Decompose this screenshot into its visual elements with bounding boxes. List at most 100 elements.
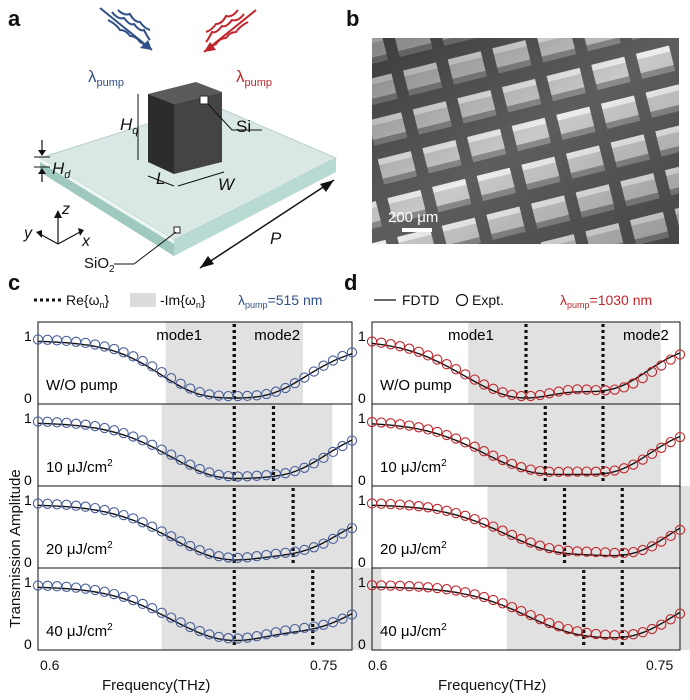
expt-point [488, 594, 499, 606]
expt-point [637, 372, 648, 384]
sio2-label: SiO2 [84, 255, 115, 275]
expt-point [299, 544, 310, 556]
expt-point [166, 612, 177, 623]
expt-point [61, 417, 72, 428]
expt-point [404, 420, 415, 431]
expt-point [156, 367, 167, 378]
expt-point [385, 580, 396, 591]
expt-point [497, 387, 508, 398]
expt-point [289, 465, 301, 477]
y-tick-1: 1 [358, 492, 366, 508]
y-tick-1: 1 [24, 328, 32, 344]
expt-point [185, 459, 196, 470]
expt-point [128, 431, 139, 442]
expt-point [506, 458, 518, 470]
expt-point [628, 459, 639, 470]
expt-point [460, 510, 471, 521]
expt-point [108, 425, 120, 436]
expt-point [89, 584, 101, 596]
expt-point [280, 382, 291, 394]
expt-point [194, 463, 205, 475]
row-label: 20 μJ/cm2 [46, 540, 113, 558]
y-tick-1: 1 [358, 328, 366, 344]
expt-point [665, 530, 676, 542]
expt-point [441, 505, 452, 516]
expt-point [656, 442, 667, 453]
expt-point [70, 500, 82, 511]
expt-point [51, 417, 63, 428]
mode2-band [545, 568, 690, 650]
red-pump-wave-icon [203, 9, 257, 53]
expt-point [80, 501, 91, 512]
expt-point [185, 383, 196, 394]
expt-point [185, 621, 196, 633]
hd-label: Hd [52, 159, 71, 181]
legend-re-label: Re{ωn} [66, 292, 110, 310]
expt-point [441, 584, 452, 595]
y-tick-0: 0 [358, 636, 366, 652]
expt-point [42, 580, 53, 591]
x-tick-d-0: 0.6 [368, 657, 388, 673]
expt-point [516, 462, 527, 473]
expt-point [488, 521, 499, 532]
expt-point [175, 454, 186, 466]
expt-point [108, 588, 120, 600]
expt-point [51, 335, 63, 346]
expt-point [194, 625, 205, 637]
expt-point [137, 517, 148, 528]
mode1-label: mode1 [448, 327, 494, 344]
expt-point [553, 621, 564, 632]
y-tick-0: 0 [24, 390, 32, 406]
expt-point [376, 337, 387, 348]
expt-point [80, 419, 91, 430]
mode2-label: mode2 [254, 327, 300, 344]
expt-point [147, 439, 158, 450]
expt-point [665, 354, 676, 365]
expt-point [318, 360, 329, 371]
expt-point [609, 465, 620, 476]
expt-point [628, 378, 639, 389]
expt-point [422, 424, 434, 435]
expt-point [628, 546, 639, 558]
legend-d: FDTD Expt. λpump=1030 nm [374, 292, 652, 310]
expt-point [478, 591, 490, 603]
expt-point [460, 437, 471, 448]
hq-label: Hq [120, 115, 139, 137]
row-label: 20 μJ/cm2 [380, 540, 447, 558]
expt-point [337, 528, 348, 539]
expt-point [108, 507, 120, 518]
legend-im-label: -Im{ωn} [160, 292, 206, 310]
expt-point [637, 627, 648, 638]
subplot-d-2: 1 0 20 μJ/cm2 [358, 485, 690, 570]
expt-point [270, 627, 282, 638]
x-axis-label: x [81, 233, 91, 250]
subplot-d-1: 1 0 10 μJ/cm2 [358, 403, 686, 488]
expt-point [618, 463, 630, 474]
x-tick-c-1: 0.75 [310, 657, 337, 673]
legend-c: Re{ωn} -Im{ωn} λpump=515 nm [34, 292, 322, 310]
expt-point [147, 521, 158, 532]
panel-label-a: a [8, 6, 21, 31]
expt-point [318, 452, 329, 464]
y-tick-1: 1 [24, 574, 32, 590]
y-tick-0: 0 [24, 636, 32, 652]
expt-point [194, 545, 205, 556]
expt-point [80, 337, 91, 349]
expt-point [89, 420, 101, 432]
expt-point [204, 629, 215, 640]
expt-point [376, 417, 387, 428]
expt-point [497, 525, 508, 536]
expt-point [166, 531, 177, 542]
subplot-c-3: 1 0 40 μJ/cm2 [24, 567, 382, 652]
expt-point [432, 503, 443, 515]
expt-point [42, 334, 53, 345]
expt-point [118, 591, 129, 602]
expt-point [70, 418, 82, 429]
expt-point [674, 349, 686, 360]
x-axis-title-d: Frequency(THz) [438, 677, 546, 694]
legend-lambda-c: λpump=515 nm [238, 292, 322, 310]
p-label: P [270, 229, 282, 248]
expt-point [204, 467, 215, 478]
panel-a: a λpump λpump [8, 6, 338, 275]
expt-point [318, 538, 329, 549]
